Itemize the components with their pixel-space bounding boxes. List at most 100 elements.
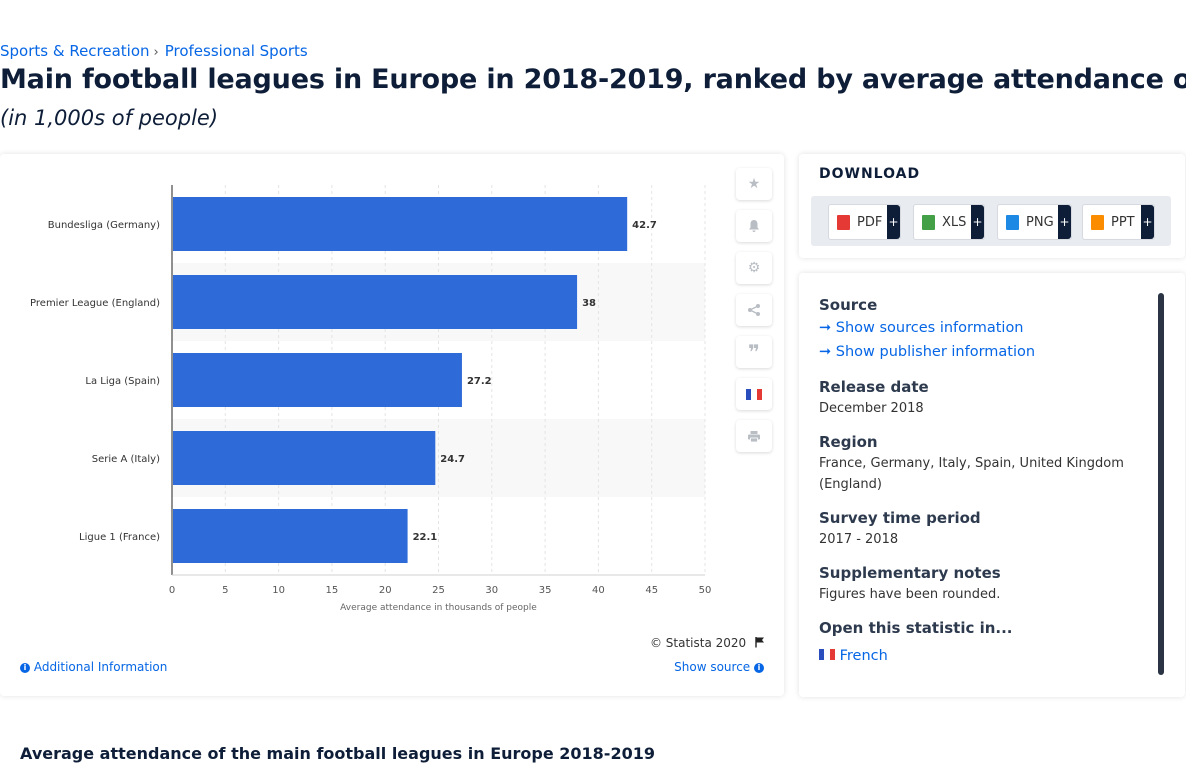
- show-publisher-label: Show publisher information: [835, 344, 1036, 360]
- supplementary-notes-value: Figures have been rounded.: [819, 587, 1001, 602]
- png-file-icon: [1006, 214, 1019, 230]
- info-icon: i: [754, 662, 764, 673]
- data-label: 42.7: [632, 220, 657, 231]
- category-label: Bundesliga (Germany): [48, 220, 160, 231]
- download-buttons: PDF + XLS + PNG + PPT +: [811, 196, 1171, 246]
- arrow-right-icon: ➞: [819, 344, 832, 360]
- data-label: 27.2: [467, 376, 492, 387]
- x-axis-title: Average attendance in thousands of peopl…: [340, 603, 537, 613]
- plus-icon: +: [1058, 205, 1071, 239]
- download-png-label: PNG: [1026, 214, 1054, 230]
- share-button[interactable]: [736, 294, 772, 326]
- x-tick-label: 10: [272, 585, 285, 596]
- source-heading: Source: [819, 296, 878, 314]
- download-png-button[interactable]: PNG +: [997, 204, 1072, 240]
- x-tick-label: 35: [539, 585, 552, 596]
- open-statistic-heading: Open this statistic in...: [819, 619, 1013, 637]
- ppt-file-icon: [1091, 214, 1104, 230]
- open-in-french-label: French: [839, 648, 888, 664]
- show-sources-label: Show sources information: [835, 320, 1024, 336]
- arrow-right-icon: ➞: [819, 320, 832, 336]
- bar: [173, 431, 436, 485]
- breadcrumb: Sports & Recreation › Professional Sports: [0, 42, 308, 60]
- language-french-button[interactable]: [736, 378, 772, 410]
- section-title: Average attendance of the main football …: [20, 744, 655, 763]
- x-tick-label: 15: [326, 585, 339, 596]
- gear-icon: ⚙: [747, 260, 761, 276]
- download-xls-button[interactable]: XLS +: [913, 204, 985, 240]
- data-label: 22.1: [413, 532, 438, 543]
- copyright-notice: © Statista 2020: [650, 636, 766, 650]
- print-icon: [748, 430, 760, 442]
- copyright-text: © Statista 2020: [649, 636, 747, 650]
- category-label: Ligue 1 (France): [79, 532, 160, 543]
- x-tick-label: 50: [699, 585, 712, 596]
- quote-icon: ❞: [748, 340, 760, 364]
- data-label: 24.7: [440, 454, 465, 465]
- show-sources-link[interactable]: ➞ Show sources information: [819, 320, 1024, 336]
- x-tick-label: 0: [169, 585, 175, 596]
- xls-file-icon: [922, 214, 935, 230]
- share-icon: [748, 304, 760, 316]
- bell-icon: [749, 220, 759, 232]
- category-label: La Liga (Spain): [85, 376, 160, 387]
- show-source-link[interactable]: Show source i: [674, 660, 764, 674]
- download-heading: DOWNLOAD: [819, 166, 921, 182]
- plus-icon: +: [971, 205, 984, 239]
- region-value-line1: France, Germany, Italy, Spain, United Ki…: [819, 456, 1124, 471]
- release-date-heading: Release date: [819, 378, 929, 396]
- print-button[interactable]: [736, 420, 772, 452]
- bar: [173, 197, 628, 251]
- x-tick-label: 30: [485, 585, 498, 596]
- open-in-french-link[interactable]: French: [819, 648, 888, 664]
- page-title: Main football leagues in Europe in 2018-…: [0, 64, 1186, 95]
- info-icon: i: [20, 662, 30, 673]
- star-icon: ★: [747, 176, 761, 192]
- bar: [173, 275, 578, 329]
- show-source-label: Show source: [674, 660, 751, 674]
- notification-button[interactable]: [736, 210, 772, 242]
- data-label: 38: [582, 298, 596, 309]
- download-pdf-button[interactable]: PDF +: [828, 204, 901, 240]
- survey-period-value: 2017 - 2018: [819, 532, 899, 547]
- x-tick-label: 20: [379, 585, 392, 596]
- download-ppt-button[interactable]: PPT +: [1082, 204, 1155, 240]
- release-date-value: December 2018: [819, 401, 924, 416]
- breadcrumb-link-professional-sports[interactable]: Professional Sports: [164, 42, 308, 60]
- additional-information-link[interactable]: i Additional Information: [20, 660, 167, 674]
- category-label: Serie A (Italy): [92, 454, 160, 465]
- category-label: Premier League (England): [30, 298, 160, 309]
- settings-button[interactable]: ⚙: [736, 252, 772, 284]
- x-tick-label: 25: [432, 585, 445, 596]
- download-pdf-label: PDF: [857, 214, 883, 230]
- favorite-button[interactable]: ★: [736, 168, 772, 200]
- pdf-file-icon: [837, 214, 850, 230]
- supplementary-notes-heading: Supplementary notes: [819, 564, 1001, 582]
- plus-icon: +: [1141, 205, 1154, 239]
- chart-card: Bundesliga (Germany) 42.7 Premier League (…: [0, 154, 784, 696]
- download-card: DOWNLOAD PDF + XLS + PNG + PPT +: [799, 154, 1185, 258]
- breadcrumb-separator: ›: [153, 45, 159, 60]
- show-publisher-link[interactable]: ➞ Show publisher information: [819, 344, 1035, 360]
- plus-icon: +: [887, 205, 900, 239]
- additional-information-label: Additional Information: [33, 660, 168, 674]
- survey-period-heading: Survey time period: [819, 509, 981, 527]
- bar: [173, 353, 462, 407]
- region-value-line2: (England): [819, 477, 882, 492]
- chart-toolbar: ★ ⚙ ❞: [736, 168, 772, 462]
- x-tick-label: 45: [645, 585, 658, 596]
- x-tick-label: 5: [222, 585, 228, 596]
- flag-report-icon[interactable]: [754, 636, 766, 648]
- info-scrollbar[interactable]: [1158, 293, 1164, 675]
- bar: [173, 509, 408, 563]
- download-ppt-label: PPT: [1111, 214, 1135, 230]
- cite-button[interactable]: ❞: [736, 336, 772, 368]
- french-flag-icon: [819, 649, 835, 660]
- region-heading: Region: [819, 433, 878, 451]
- statistic-info-card: Source ➞ Show sources information ➞ Show…: [799, 273, 1185, 697]
- breadcrumb-link-sports-recreation[interactable]: Sports & Recreation: [0, 42, 150, 60]
- page-subtitle: (in 1,000s of people): [0, 106, 219, 130]
- x-tick-label: 40: [592, 585, 605, 596]
- french-flag-icon: [746, 388, 762, 400]
- download-xls-label: XLS: [942, 214, 967, 230]
